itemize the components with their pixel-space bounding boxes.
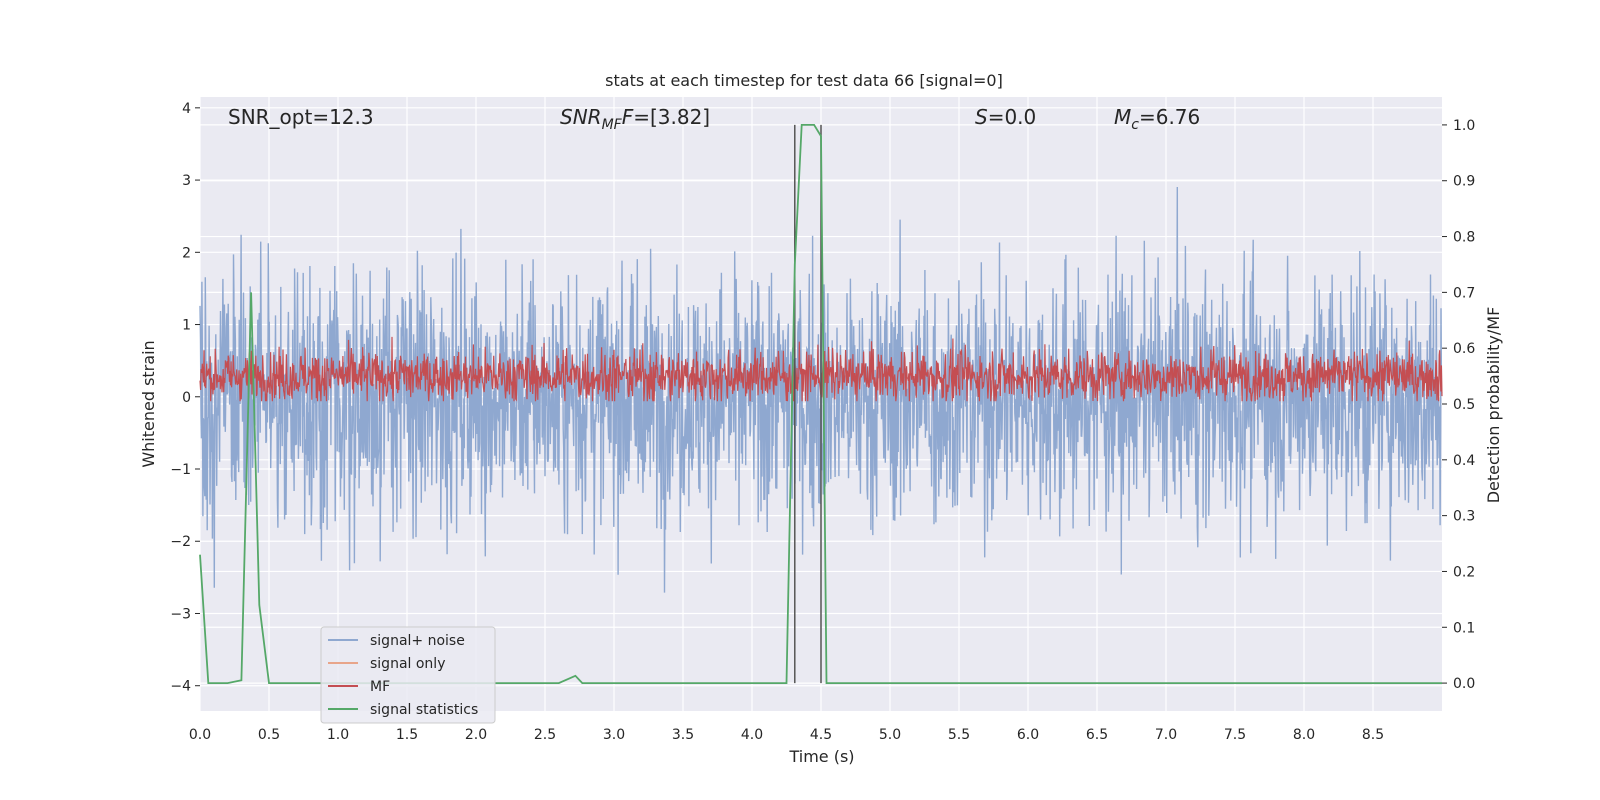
annotation-mc-sub: c	[1131, 117, 1139, 133]
y-tick-label: −1	[170, 462, 191, 478]
legend-label-signal-only: signal only	[370, 656, 445, 672]
legend: signal+ noise signal only MF signal stat…	[320, 626, 496, 724]
x-tick-label: 4.5	[810, 727, 832, 743]
y-tick-label: −2	[170, 534, 191, 550]
x-axis-label: Time (s)	[788, 747, 854, 766]
signal-statistics-line	[199, 124, 1442, 684]
annotation-mc: Mc=6.76	[1114, 105, 1200, 133]
x-tick-label: 5.5	[948, 727, 970, 743]
x-tick-label: 7.5	[1224, 727, 1246, 743]
y2-tick-label: 0.6	[1453, 341, 1475, 357]
y2-tick-label: 0.8	[1453, 230, 1475, 246]
x-tick-label: 3.0	[603, 727, 625, 743]
annotation-snr-mf-f: F	[622, 105, 634, 129]
x-tick-label: 2.0	[465, 727, 487, 743]
annotation-snr-mf: SNRMFF=[3.82]	[560, 105, 710, 133]
signal-statistics-series	[199, 124, 1442, 684]
y-tick-label: −3	[170, 606, 191, 622]
x-tick-label: 8.5	[1362, 727, 1384, 743]
annotation-snr-mf-sub: MF	[602, 117, 623, 133]
annotation-s-value: =0.0	[988, 105, 1037, 129]
y-tick-label: 2	[182, 245, 191, 261]
y-tick-label: 3	[182, 173, 191, 189]
x-tick-label: 0.0	[189, 727, 211, 743]
y2-tick-label: 0.2	[1453, 564, 1475, 580]
annotation-snr-mf-value: =[3.82]	[633, 105, 710, 129]
x-tick-label: 8.0	[1293, 727, 1315, 743]
x-tick-label: 6.5	[1086, 727, 1108, 743]
x-tick-label: 7.0	[1155, 727, 1177, 743]
legend-label-noise: signal+ noise	[370, 633, 465, 649]
y2-tick-label: 0.9	[1453, 174, 1475, 190]
y2-tick-label: 0.4	[1453, 453, 1475, 469]
legend-box	[320, 626, 496, 724]
annotation-mc-main: M	[1114, 105, 1131, 129]
annotation-mc-value: =6.76	[1139, 105, 1200, 129]
y2-tick-label: 0.3	[1453, 509, 1475, 525]
y-tick-label: 0	[182, 390, 191, 406]
y2-axis-ticks: 1.0 0.9 0.8 0.7 0.6 0.5 0.4 0.3 0.2 0.1 0.0	[1442, 118, 1475, 692]
y-tick-label: 1	[182, 318, 191, 334]
x-tick-label: 4.0	[741, 727, 763, 743]
x-tick-label: 2.5	[534, 727, 556, 743]
y2-tick-label: 0.5	[1453, 397, 1475, 413]
annotation-snr-opt: SNR_opt=12.3	[228, 105, 374, 129]
x-tick-label: 6.0	[1017, 727, 1039, 743]
y2-axis-label: Detection probability/MF	[1484, 307, 1503, 504]
y2-tick-label: 0.0	[1453, 676, 1475, 692]
x-tick-label: 1.5	[396, 727, 418, 743]
x-tick-label: 1.0	[327, 727, 349, 743]
y-axis-ticks: 4 3 2 1 0 −1 −2 −3 −4	[170, 101, 200, 695]
annotation-s-main: S	[975, 105, 988, 129]
y2-tick-label: 0.1	[1453, 620, 1475, 636]
x-tick-label: 3.5	[672, 727, 694, 743]
y-tick-label: 4	[182, 101, 191, 117]
x-axis-ticks: 0.0 0.5 1.0 1.5 2.0 2.5 3.0 3.5 4.0 4.5 5.0 5.5 6.0 6…	[189, 727, 1384, 743]
annotation-snr-mf-main: SNR	[560, 105, 602, 129]
y-axis-label: Whitened strain	[139, 340, 158, 467]
y2-tick-label: 1.0	[1453, 118, 1475, 134]
legend-label-statistics: signal statistics	[370, 702, 478, 718]
chart-title: stats at each timestep for test data 66 …	[605, 71, 1003, 90]
x-tick-label: 5.0	[879, 727, 901, 743]
legend-label-mf: MF	[370, 679, 390, 695]
annotation-s: S=0.0	[975, 105, 1036, 129]
y-tick-label: −4	[170, 679, 191, 695]
x-tick-label: 0.5	[258, 727, 280, 743]
y2-tick-label: 0.7	[1453, 285, 1475, 301]
